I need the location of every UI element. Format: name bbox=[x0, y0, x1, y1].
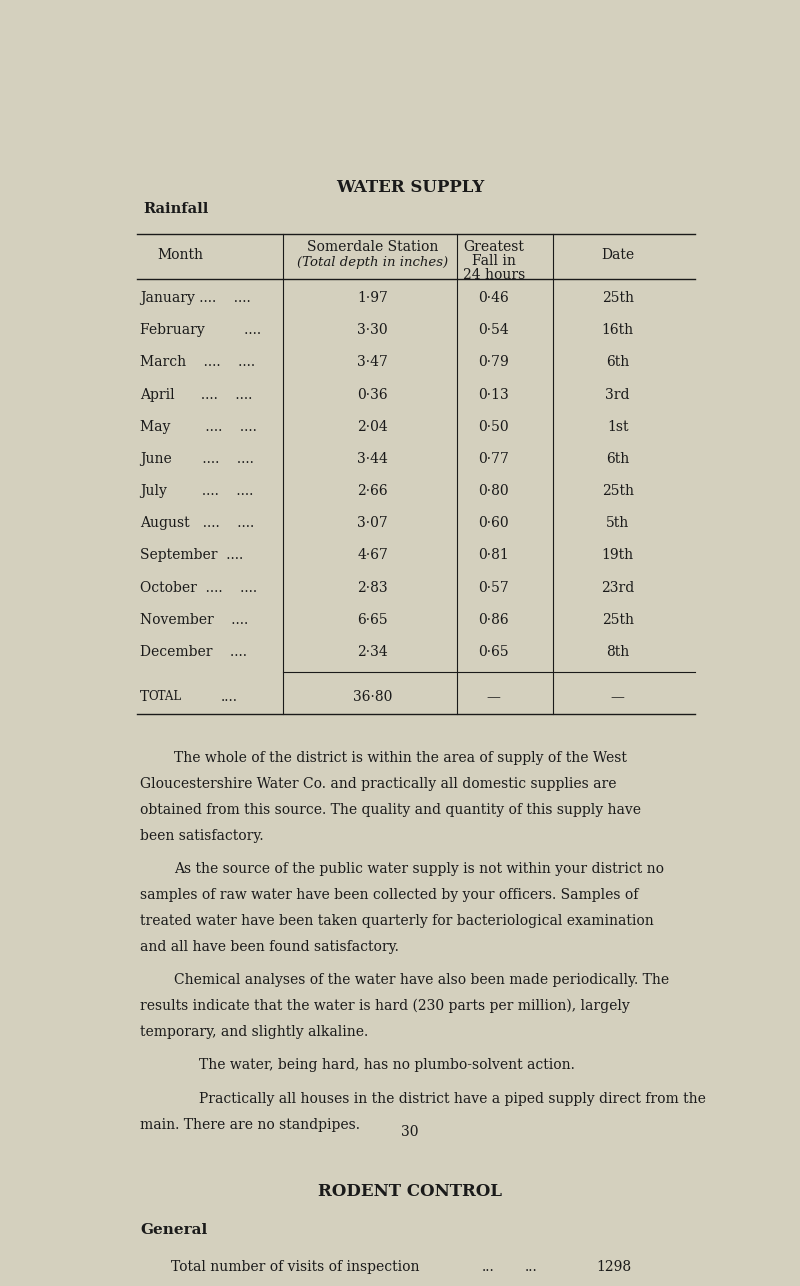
Text: 23rd: 23rd bbox=[601, 580, 634, 594]
Text: 3rd: 3rd bbox=[606, 387, 630, 401]
Text: been satisfactory.: been satisfactory. bbox=[140, 828, 264, 842]
Text: Gloucestershire Water Co. and practically all domestic supplies are: Gloucestershire Water Co. and practicall… bbox=[140, 777, 617, 791]
Text: —: — bbox=[610, 691, 625, 703]
Text: 30: 30 bbox=[402, 1125, 418, 1138]
Text: Chemical analyses of the water have also been made periodically. The: Chemical analyses of the water have also… bbox=[174, 974, 670, 988]
Text: ...: ... bbox=[482, 1260, 494, 1274]
Text: The whole of the district is within the area of supply of the West: The whole of the district is within the … bbox=[174, 751, 627, 765]
Text: General: General bbox=[140, 1223, 207, 1237]
Text: 0·77: 0·77 bbox=[478, 451, 509, 466]
Text: RODENT CONTROL: RODENT CONTROL bbox=[318, 1183, 502, 1200]
Text: November    ....: November .... bbox=[140, 613, 249, 626]
Text: 0·65: 0·65 bbox=[478, 646, 509, 658]
Text: 19th: 19th bbox=[602, 548, 634, 562]
Text: 3·30: 3·30 bbox=[358, 323, 388, 337]
Text: 5th: 5th bbox=[606, 516, 630, 530]
Text: 36·80: 36·80 bbox=[353, 691, 393, 703]
Text: 0·60: 0·60 bbox=[478, 516, 509, 530]
Text: October  ....    ....: October .... .... bbox=[140, 580, 258, 594]
Text: May        ....    ....: May .... .... bbox=[140, 419, 257, 433]
Text: February         ....: February .... bbox=[140, 323, 262, 337]
Text: samples of raw water have been collected by your officers. Samples of: samples of raw water have been collected… bbox=[140, 889, 638, 901]
Text: 3·44: 3·44 bbox=[358, 451, 388, 466]
Text: 6th: 6th bbox=[606, 451, 630, 466]
Text: 0·57: 0·57 bbox=[478, 580, 509, 594]
Text: August   ....    ....: August .... .... bbox=[140, 516, 254, 530]
Text: June       ....    ....: June .... .... bbox=[140, 451, 254, 466]
Text: 0·36: 0·36 bbox=[358, 387, 388, 401]
Text: results indicate that the water is hard (230 parts per million), largely: results indicate that the water is hard … bbox=[140, 999, 630, 1013]
Text: March    ....    ....: March .... .... bbox=[140, 355, 255, 369]
Text: December    ....: December .... bbox=[140, 646, 247, 658]
Text: treated water have been taken quarterly for bacteriological examination: treated water have been taken quarterly … bbox=[140, 914, 654, 927]
Text: April      ....    ....: April .... .... bbox=[140, 387, 253, 401]
Text: 0·79: 0·79 bbox=[478, 355, 509, 369]
Text: September  ....: September .... bbox=[140, 548, 243, 562]
Text: 25th: 25th bbox=[602, 613, 634, 626]
Text: Total number of visits of inspection: Total number of visits of inspection bbox=[171, 1260, 420, 1274]
Text: 0·86: 0·86 bbox=[478, 613, 509, 626]
Text: January ....    ....: January .... .... bbox=[140, 291, 251, 305]
Text: 2·34: 2·34 bbox=[358, 646, 388, 658]
Text: main. There are no standpipes.: main. There are no standpipes. bbox=[140, 1118, 360, 1132]
Text: OTAL: OTAL bbox=[148, 691, 182, 703]
Text: Somerdale Station: Somerdale Station bbox=[307, 240, 438, 255]
Text: Practically all houses in the district have a piped supply direct from the: Practically all houses in the district h… bbox=[199, 1092, 706, 1106]
Text: 3·07: 3·07 bbox=[358, 516, 388, 530]
Text: Date: Date bbox=[601, 248, 634, 262]
Text: 2·66: 2·66 bbox=[358, 484, 388, 498]
Text: 6th: 6th bbox=[606, 355, 630, 369]
Text: and all have been found satisfactory.: and all have been found satisfactory. bbox=[140, 940, 399, 953]
Text: 1298: 1298 bbox=[596, 1260, 631, 1274]
Text: temporary, and slightly alkaline.: temporary, and slightly alkaline. bbox=[140, 1025, 369, 1039]
Text: 2·83: 2·83 bbox=[358, 580, 388, 594]
Text: 0·50: 0·50 bbox=[478, 419, 509, 433]
Text: 0·13: 0·13 bbox=[478, 387, 509, 401]
Text: 8th: 8th bbox=[606, 646, 630, 658]
Text: WATER SUPPLY: WATER SUPPLY bbox=[336, 179, 484, 195]
Text: Rainfall: Rainfall bbox=[143, 202, 209, 216]
Text: As the source of the public water supply is not within your district no: As the source of the public water supply… bbox=[174, 863, 664, 876]
Text: 0·81: 0·81 bbox=[478, 548, 509, 562]
Text: —: — bbox=[486, 691, 501, 703]
Text: obtained from this source. The quality and quantity of this supply have: obtained from this source. The quality a… bbox=[140, 802, 642, 817]
Text: 4·67: 4·67 bbox=[358, 548, 388, 562]
Text: T: T bbox=[140, 691, 150, 703]
Text: 25th: 25th bbox=[602, 484, 634, 498]
Text: ....: .... bbox=[221, 691, 238, 703]
Text: (Total depth in inches): (Total depth in inches) bbox=[298, 256, 448, 269]
Text: 1·97: 1·97 bbox=[358, 291, 388, 305]
Text: 16th: 16th bbox=[602, 323, 634, 337]
Text: 0·54: 0·54 bbox=[478, 323, 509, 337]
Text: Month: Month bbox=[158, 248, 204, 262]
Text: ...: ... bbox=[525, 1260, 538, 1274]
Text: 1st: 1st bbox=[607, 419, 629, 433]
Text: 6·65: 6·65 bbox=[358, 613, 388, 626]
Text: 24 hours: 24 hours bbox=[462, 269, 525, 282]
Text: 25th: 25th bbox=[602, 291, 634, 305]
Text: 0·46: 0·46 bbox=[478, 291, 509, 305]
Text: 0·80: 0·80 bbox=[478, 484, 509, 498]
Text: 2·04: 2·04 bbox=[358, 419, 388, 433]
Text: Greatest: Greatest bbox=[463, 240, 524, 255]
Text: The water, being hard, has no plumbo-solvent action.: The water, being hard, has no plumbo-sol… bbox=[199, 1058, 575, 1073]
Text: July        ....    ....: July .... .... bbox=[140, 484, 254, 498]
Text: 3·47: 3·47 bbox=[358, 355, 388, 369]
Text: Fall in: Fall in bbox=[472, 255, 516, 269]
